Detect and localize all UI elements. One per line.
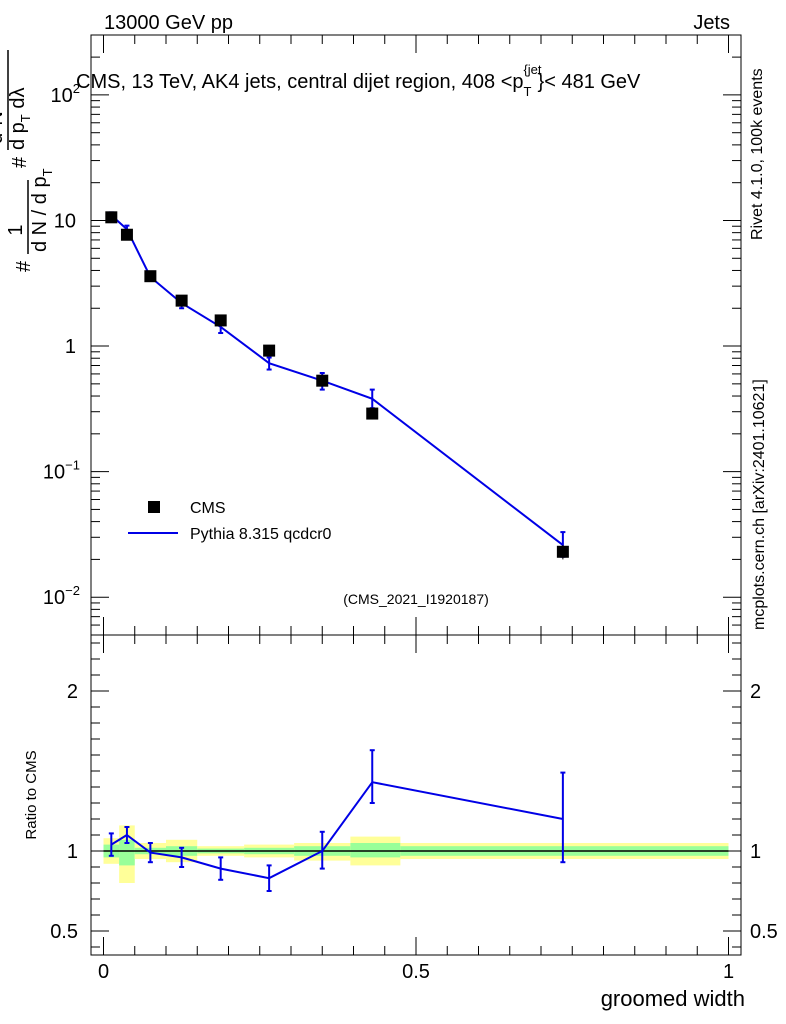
svg-text:d N / d pT: d N / d pT [29,168,55,252]
ratio-y-tick-label-right: 2 [750,681,761,703]
ratio-x-axis-ticks: 0 0.5 1 [98,635,734,983]
x-tick-label: 0 [98,961,109,983]
pythia-series [108,211,566,558]
svg-text:1: 1 [5,224,27,235]
main-y-tick-label: 1 [65,336,76,358]
legend: CMS Pythia 8.315 qcdcr0 [128,500,332,543]
svg-text:d2N: d2N [0,111,7,144]
x-tick-label: 1 [723,961,734,983]
ratio-y-tick-label-right: 1 [750,841,761,863]
cms-series [105,211,569,560]
svg-text:#: # [9,156,31,168]
x-tick-label: 0.5 [402,961,430,983]
main-y-tick-label: 102 [51,81,80,107]
ratio-y-axis-ticks [91,642,741,948]
cms-data-point [316,374,329,387]
ratio-y-axis-label: Ratio to CMS [23,750,40,839]
pythia-curve [110,214,564,546]
main-y-axis-tick-labels: 10−2 10−1 1 10 102 [43,81,80,609]
svg-text:d pT dλ: d pT dλ [7,88,33,150]
ratio-pythia-series [108,749,566,892]
cms-data-point [144,270,157,283]
legend-cms-marker [148,501,160,513]
ratio-uncertainty-bands [103,825,729,883]
ratio-frame [90,634,742,956]
cms-data-point [120,228,133,241]
ratio-band-green [350,843,401,858]
cms-data-point [175,294,188,307]
plot-title: CMS, 13 TeV, AK4 jets, central dijet reg… [76,62,641,99]
category-label: Jets [693,12,730,34]
rivet-version-label: Rivet 4.1.0, 100k events [749,68,766,240]
legend-pythia-label: Pythia 8.315 qcdcr0 [190,526,332,543]
ratio-pythia-curve [110,781,564,880]
main-panel: 10−2 10−1 1 10 102 CMS, 13 TeV, AK4 jets, ce… [0,34,742,636]
main-y-axis-label: # 1 d N / d pT # d2N d pT dλ [0,50,55,272]
ratio-panel: 0.5 0.51 12 2 0 0.5 1 Ratio to CMS groomed wi… [23,634,778,1011]
main-y-tick-label: 10−1 [43,458,80,484]
cms-data-point [105,211,118,224]
cms-data-point [263,344,276,357]
cms-data-point [556,545,569,558]
ratio-y-axis-tick-labels: 0.5 0.5 1 1 2 2 [50,681,778,943]
main-x-axis-ticks [103,35,729,635]
main-frame [90,34,742,636]
ratio-y-tick-label-left: 0.5 [50,921,78,943]
ratio-y-tick-label-left: 1 [67,841,78,863]
ratio-band-green [119,839,135,866]
analysis-watermark: (CMS_2021_I1920187) [343,591,489,607]
legend-cms-label: CMS [190,500,226,517]
main-y-tick-label: 10−2 [43,583,80,609]
svg-text:#: # [13,260,35,272]
main-y-tick-label: 10 [54,210,76,232]
x-axis-label: groomed width [601,986,745,1011]
mcplots-label: mcplots.cern.ch [arXiv:2401.10621] [751,379,768,630]
cms-data-point [366,407,379,420]
cms-data-point [214,314,227,327]
ratio-y-tick-label-right: 0.5 [750,921,778,943]
main-y-axis-ticks [91,34,741,636]
energy-label: 13000 GeV pp [104,12,233,34]
ratio-y-tick-label-left: 2 [67,681,78,703]
